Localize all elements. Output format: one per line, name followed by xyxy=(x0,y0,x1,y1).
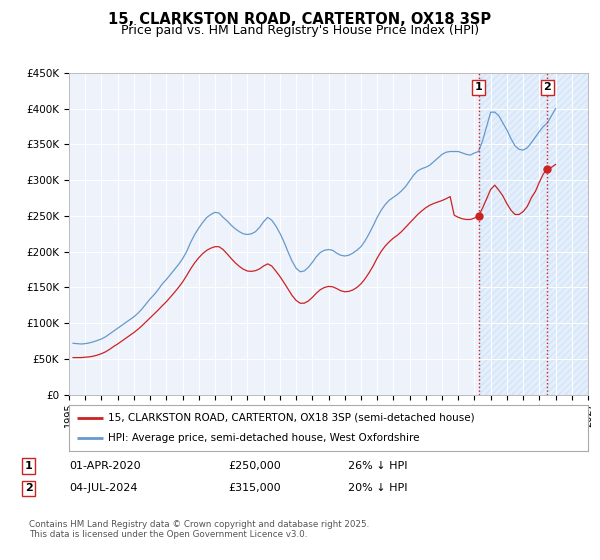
Text: 26% ↓ HPI: 26% ↓ HPI xyxy=(348,461,407,471)
Text: 1: 1 xyxy=(475,82,482,92)
Text: Price paid vs. HM Land Registry's House Price Index (HPI): Price paid vs. HM Land Registry's House … xyxy=(121,24,479,36)
Text: 2: 2 xyxy=(544,82,551,92)
Text: £315,000: £315,000 xyxy=(228,483,281,493)
Bar xyxy=(479,73,588,395)
Text: 2: 2 xyxy=(25,483,32,493)
Text: HPI: Average price, semi-detached house, West Oxfordshire: HPI: Average price, semi-detached house,… xyxy=(108,433,419,443)
Text: 15, CLARKSTON ROAD, CARTERTON, OX18 3SP: 15, CLARKSTON ROAD, CARTERTON, OX18 3SP xyxy=(109,12,491,27)
Text: 20% ↓ HPI: 20% ↓ HPI xyxy=(348,483,407,493)
Text: £250,000: £250,000 xyxy=(228,461,281,471)
Text: 15, CLARKSTON ROAD, CARTERTON, OX18 3SP (semi-detached house): 15, CLARKSTON ROAD, CARTERTON, OX18 3SP … xyxy=(108,413,475,423)
Bar xyxy=(479,73,588,395)
Text: Contains HM Land Registry data © Crown copyright and database right 2025.
This d: Contains HM Land Registry data © Crown c… xyxy=(29,520,369,539)
Text: 1: 1 xyxy=(25,461,32,471)
Text: 01-APR-2020: 01-APR-2020 xyxy=(69,461,140,471)
Text: 04-JUL-2024: 04-JUL-2024 xyxy=(69,483,137,493)
